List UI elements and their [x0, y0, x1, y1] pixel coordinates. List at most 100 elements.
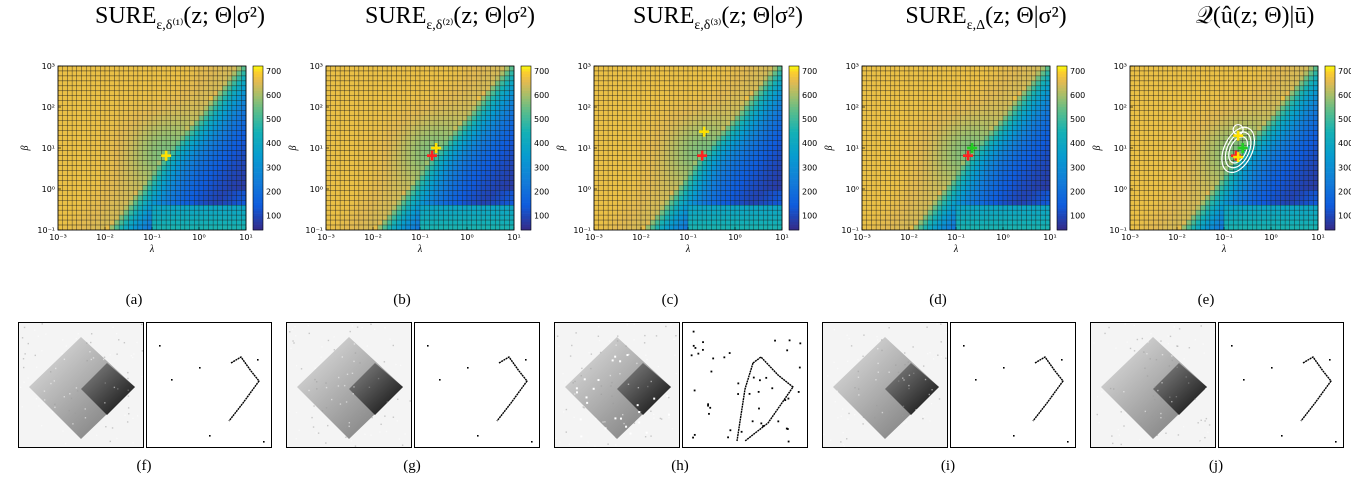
heatmap-cell [227, 165, 233, 171]
heatmap-cell [607, 90, 614, 97]
heatmap-cell [86, 219, 92, 226]
colorbar-step [789, 175, 799, 179]
heatmap-cell [612, 75, 618, 82]
heatmap-cell [758, 190, 764, 196]
colorbar-step [789, 191, 799, 195]
heatmap-cell [90, 190, 96, 196]
heatmap-cell [62, 105, 68, 111]
heatmap-cell [415, 175, 421, 181]
heatmap-cell [937, 160, 943, 166]
heatmap-cell [913, 75, 919, 82]
heatmap-cell [885, 195, 891, 201]
heatmap-cell [203, 75, 209, 82]
heatmap-cell [937, 80, 943, 87]
heatmap-cell [908, 130, 914, 136]
heatmap-cell [175, 204, 181, 211]
heatmap-cell [368, 165, 374, 171]
heatmap-cell [941, 105, 947, 111]
heatmap-cell [908, 185, 914, 191]
heatmap-cell [396, 75, 402, 82]
heatmap-cell [603, 130, 609, 136]
colorbar-step [253, 156, 263, 160]
heatmap-cell [67, 155, 73, 161]
heatmap-cell [617, 140, 623, 146]
heatmap-cell [913, 219, 919, 226]
heatmap-cell [664, 125, 670, 131]
heatmap-cell [636, 214, 642, 221]
heatmap-cell [739, 110, 745, 116]
colorbar-step [521, 145, 531, 149]
heatmap-cell [899, 175, 905, 181]
heatmap-cell [100, 105, 106, 111]
heatmap-cell [509, 80, 515, 87]
heatmap-cell [147, 110, 153, 116]
heatmap-cell [941, 224, 947, 231]
colorbar-step [521, 197, 531, 201]
heatmap-cell [861, 110, 867, 116]
heatmap-cell [429, 140, 435, 146]
colorbar-step [253, 112, 263, 116]
heatmap-cell [955, 145, 961, 151]
heatmap-cell [62, 165, 68, 171]
heatmap-cell [448, 90, 454, 97]
heatmap-cell [433, 200, 440, 206]
heatmap-cell [471, 219, 477, 226]
heatmap-cell [452, 140, 458, 146]
heatmap-cell [744, 95, 750, 102]
heatmap-cell [170, 140, 176, 146]
heatmap-cell [763, 204, 769, 211]
heatmap-cell [391, 120, 397, 126]
heatmap-cell [67, 150, 73, 156]
heatmap-cell [734, 130, 740, 136]
heatmap-cell [636, 65, 642, 72]
heatmap-cell [941, 110, 947, 116]
heatmap-cell [758, 80, 764, 87]
heatmap-cell [650, 195, 656, 201]
heatmap-cell [156, 150, 162, 156]
heatmap-cell [76, 75, 82, 82]
heatmap-cell [927, 100, 933, 106]
colorbar-step [521, 79, 531, 83]
heatmap-cell [636, 110, 642, 116]
heatmap-cell [960, 65, 966, 72]
heatmap-cell [433, 175, 440, 181]
heatmap-cell [951, 125, 957, 131]
heatmap-cell [325, 65, 331, 72]
heatmap-cell [673, 180, 679, 186]
heatmap-cell [90, 150, 96, 156]
heatmap-cell [410, 100, 416, 106]
heatmap-cell [744, 130, 750, 136]
heatmap-cell [861, 115, 867, 121]
heatmap-cell [683, 65, 689, 72]
heatmap-cell [76, 214, 82, 221]
heatmap-cell [941, 75, 947, 82]
heatmap-cell [71, 224, 78, 231]
heatmap-cell [466, 125, 472, 131]
heatmap-cell [720, 105, 726, 111]
heatmap-cell [899, 75, 905, 82]
heatmap-cell [161, 190, 167, 196]
heatmap-cell [339, 185, 346, 191]
heatmap-cell [81, 219, 87, 226]
heatmap-cell [227, 200, 233, 206]
heatmap-cell [626, 125, 632, 131]
heatmap-cell [429, 219, 435, 226]
heatmap-cell [457, 165, 463, 171]
heatmap-cell [231, 160, 237, 166]
heatmap-cell [607, 135, 614, 141]
heatmap-cell [697, 125, 703, 131]
heatmap-cell [443, 105, 449, 111]
heatmap-cell [339, 190, 346, 196]
heatmap-cell [875, 85, 882, 92]
colorbar-step [789, 227, 799, 231]
heatmap-cell [739, 90, 745, 97]
heatmap-cell [701, 204, 708, 211]
heatmap-cell [673, 75, 679, 82]
heatmap-cell [137, 145, 143, 151]
heatmap-cell [227, 85, 233, 92]
heatmap-cell [669, 65, 675, 72]
heatmap-cell [81, 115, 87, 121]
heatmap-cell [339, 175, 346, 181]
heatmap-cell [123, 140, 129, 146]
heatmap-cell [499, 75, 505, 82]
